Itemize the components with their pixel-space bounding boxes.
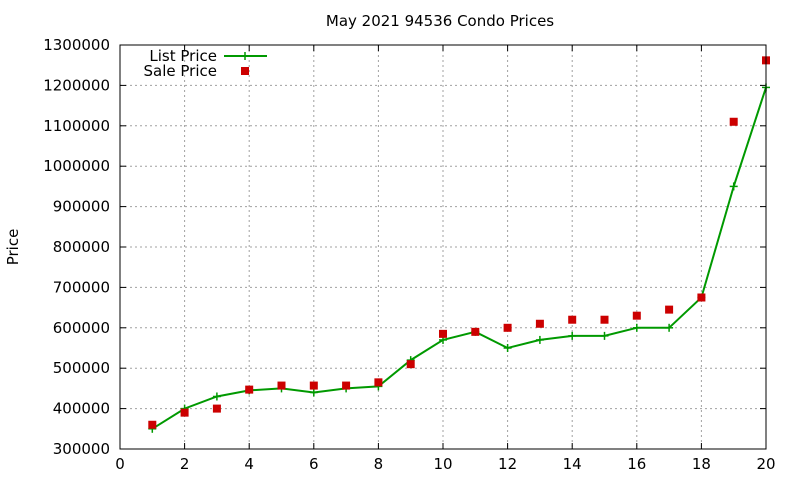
sale-price-point xyxy=(697,293,706,302)
legend-marker-list-price xyxy=(241,52,249,60)
sale-price-point xyxy=(665,305,674,314)
list-price-point xyxy=(535,335,544,344)
y-axis-label: Price xyxy=(4,229,22,266)
x-tick-label: 12 xyxy=(498,455,517,473)
x-tick-label: 0 xyxy=(115,455,125,473)
y-tick-label: 1000000 xyxy=(43,157,110,175)
sale-price-point xyxy=(309,381,318,390)
list-price-point xyxy=(568,331,577,340)
list-price-point xyxy=(729,182,738,191)
plot-frame xyxy=(119,44,767,450)
legend: List Price Sale Price xyxy=(144,47,267,80)
y-tick-label: 300000 xyxy=(53,440,110,458)
sale-price-point xyxy=(568,315,577,324)
list-price-point xyxy=(600,331,609,340)
y-tick-label: 600000 xyxy=(53,319,110,337)
legend-label-list-price: List Price xyxy=(149,47,217,65)
grid xyxy=(120,45,766,449)
list-price-point xyxy=(212,392,221,401)
sale-price-point xyxy=(471,327,480,336)
x-tick-label: 16 xyxy=(627,455,646,473)
chart-title: May 2021 94536 Condo Prices xyxy=(326,12,554,30)
x-tick-label: 6 xyxy=(309,455,319,473)
y-tick-label: 900000 xyxy=(53,198,110,216)
list-price-point xyxy=(309,388,318,397)
sale-price-point xyxy=(535,319,544,328)
list-price-point xyxy=(665,323,674,332)
y-tick-label: 1200000 xyxy=(43,76,110,94)
y-tick-label: 700000 xyxy=(53,278,110,296)
x-tick-label: 8 xyxy=(374,455,384,473)
x-tick-label: 18 xyxy=(692,455,711,473)
y-tick-label: 1100000 xyxy=(43,117,110,135)
list-price-point xyxy=(632,323,641,332)
sale-price-point xyxy=(439,329,447,338)
y-tick-label: 500000 xyxy=(53,359,110,377)
y-tick-label: 1300000 xyxy=(43,36,110,54)
x-tick-label: 14 xyxy=(563,455,582,473)
sale-price-point xyxy=(342,381,351,390)
y-tick-label: 400000 xyxy=(53,400,110,418)
sale-price-point xyxy=(406,360,415,369)
sale-price-point xyxy=(632,311,641,320)
series-layer xyxy=(148,56,770,433)
series-line-list-price xyxy=(151,87,767,430)
sale-price-point xyxy=(212,404,221,413)
sale-price-point xyxy=(503,323,512,332)
sale-price-point xyxy=(600,315,609,324)
x-tick-label: 10 xyxy=(433,455,452,473)
legend-marker-sale-price xyxy=(241,67,249,75)
axis-ticks: 0 2 4 6 8 10 12 14 16 18 20 300000 400000 500000 60000… xyxy=(43,36,775,473)
x-tick-label: 4 xyxy=(244,455,254,473)
legend-label-sale-price: Sale Price xyxy=(144,62,217,80)
list-price-point xyxy=(503,344,512,352)
x-tick-label: 20 xyxy=(756,455,775,473)
sale-price-point xyxy=(277,381,286,390)
sale-price-point xyxy=(374,378,383,387)
sale-price-point xyxy=(729,117,738,126)
sale-price-point xyxy=(180,408,189,417)
sale-price-point xyxy=(245,385,254,394)
y-tick-label: 800000 xyxy=(53,238,110,256)
sale-price-point xyxy=(148,420,157,429)
x-tick-label: 2 xyxy=(180,455,190,473)
